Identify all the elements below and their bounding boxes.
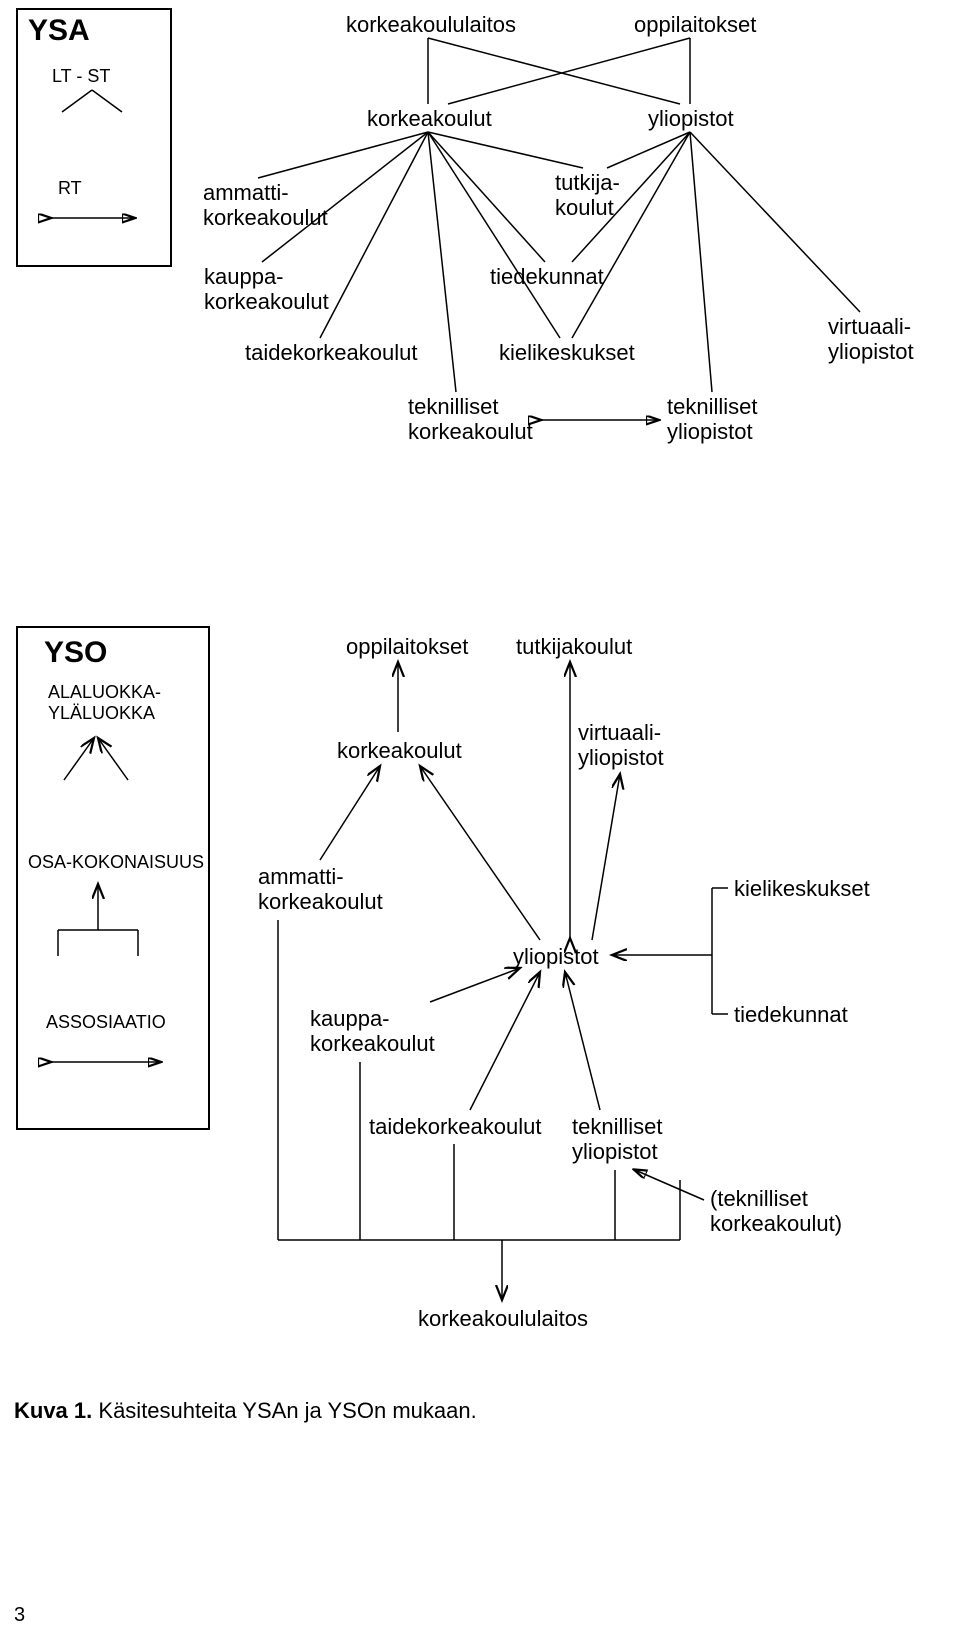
page: YSA LT - ST RT korkeakoululaitos oppilai… [0,0,960,1643]
legend-yso-partwhole: OSA-KOKONAISUUS [28,852,204,873]
ysa-virtuaaliyliopistot: virtuaali- yliopistot [828,314,914,365]
ysa-ammattikorkeakoulut: ammatti- korkeakoulut [203,180,328,231]
ysa-tutkijakoulut: tutkija- koulut [555,170,620,221]
yso-teknilliset-korkeakoulut: (teknilliset korkeakoulut) [710,1186,842,1237]
legend-ysa-ltst: LT - ST [52,66,110,87]
ysa-taidekorkeakoulut: taidekorkeakoulut [245,340,417,365]
ysa-teknilliset-korkeakoulut: teknilliset korkeakoulut [408,394,533,445]
yso-tiedekunnat: tiedekunnat [734,1002,848,1027]
ysa-korkeakoululaitos: korkeakoululaitos [346,12,516,37]
ysa-teknilliset-yliopistot: teknilliset yliopistot [667,394,757,445]
yso-ammattikorkeakoulut: ammatti- korkeakoulut [258,864,383,915]
figure-caption: Kuva 1. Käsitesuhteita YSAn ja YSOn muka… [14,1398,477,1424]
yso-kauppakorkeakoulut: kauppa- korkeakoulut [310,1006,435,1057]
page-number: 3 [14,1604,25,1627]
legend-yso-assoc: ASSOSIAATIO [46,1012,166,1033]
yso-teknilliset-yliopistot: teknilliset yliopistot [572,1114,662,1165]
legend-yso-subsuper: ALALUOKKA- YLÄLUOKKA [48,682,161,723]
yso-korkeakoululaitos: korkeakoululaitos [418,1306,588,1331]
legend-ysa-rt: RT [58,178,82,199]
ysa-tiedekunnat: tiedekunnat [490,264,604,289]
yso-kielikeskukset: kielikeskukset [734,876,870,901]
ysa-kauppakorkeakoulut: kauppa- korkeakoulut [204,264,329,315]
yso-virtuaaliyliopistot: virtuaali- yliopistot [578,720,664,771]
yso-taidekorkeakoulut: taidekorkeakoulut [369,1114,541,1139]
ysa-oppilaitokset: oppilaitokset [634,12,756,37]
ysa-kielikeskukset: kielikeskukset [499,340,635,365]
ysa-yliopistot: yliopistot [648,106,734,131]
ysa-korkeakoulut: korkeakoulut [367,106,492,131]
legend-yso-title: YSO [44,636,107,671]
yso-yliopistot: yliopistot [513,944,599,969]
yso-korkeakoulut: korkeakoulut [337,738,462,763]
yso-tutkijakoulut: tutkijakoulut [516,634,632,659]
yso-oppilaitokset: oppilaitokset [346,634,468,659]
legend-ysa-title: YSA [28,14,90,49]
